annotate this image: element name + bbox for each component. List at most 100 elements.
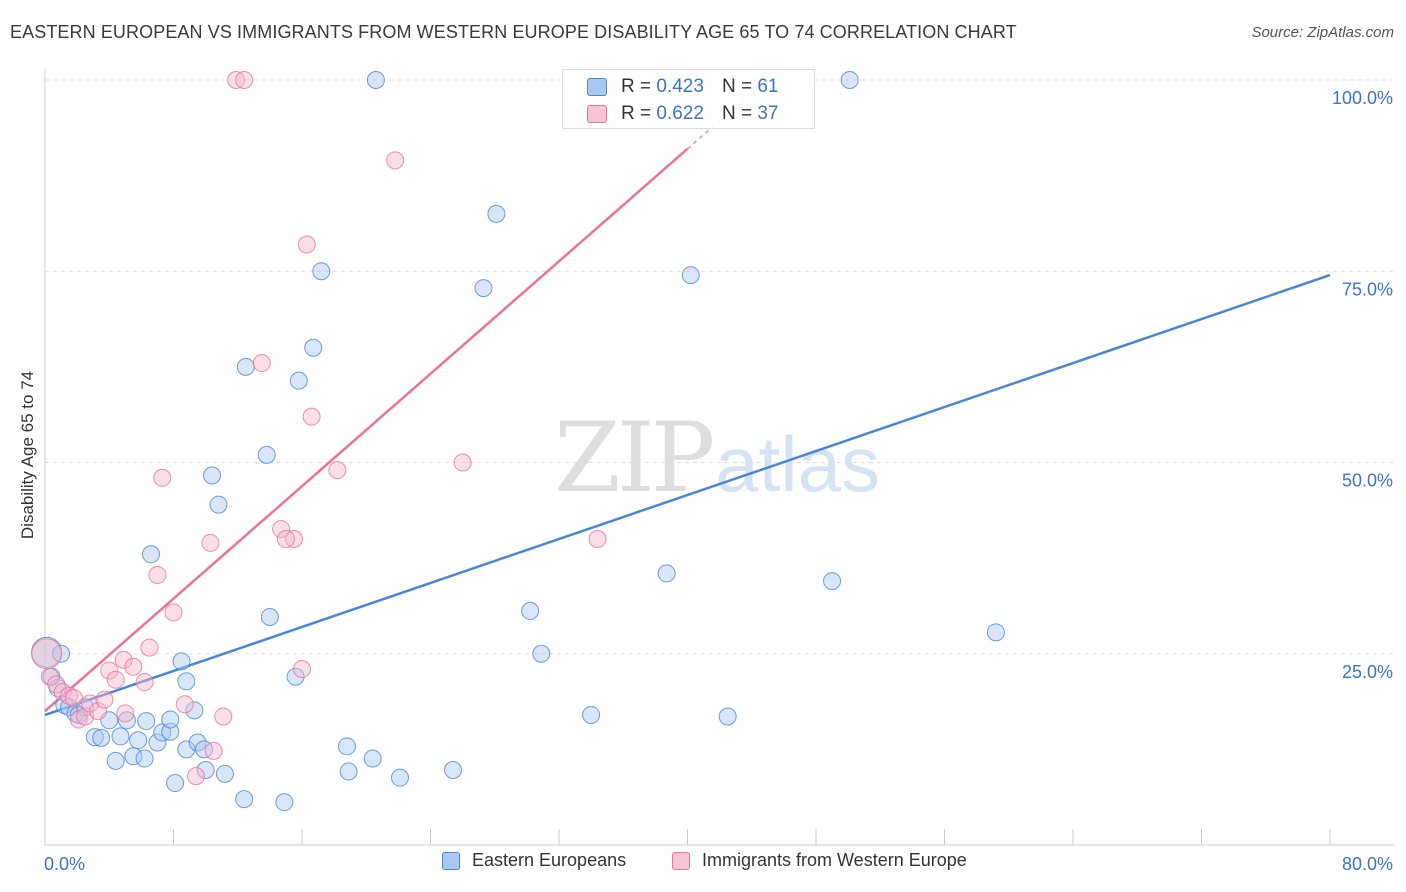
stats-n-value: 61 [757,76,779,97]
point-western-europe [31,638,63,670]
trend-lines [44,79,1331,717]
point-eastern-europeans [275,793,294,812]
tick-labels: 25.0% 50.0% 75.0% 100.0% 0.0% 80.0% [44,88,1393,874]
point-western-europe [140,638,159,657]
stats-legend: R = 0.423 N = 61 R = 0.622 N = 37 [562,69,815,129]
point-western-europe [302,407,321,426]
point-western-europe [40,667,59,686]
point-eastern-europeans [185,701,204,720]
point-eastern-europeans [117,711,136,730]
point-western-europe [588,530,607,548]
point-western-europe [328,461,347,480]
stats-row-western-europe: R = 0.622 N = 37 [587,101,779,127]
legend-label: Immigrants from Western Europe [702,850,967,870]
source-credit: Source: ZipAtlas.com [1251,24,1394,41]
y-tick-label: 100.0% [1332,88,1393,108]
point-eastern-europeans [487,204,506,223]
x-tick-label-max: 80.0% [1342,854,1393,874]
x-tick-label-min: 0.0% [44,854,85,874]
legend-swatch-pink [672,851,690,870]
point-western-europe [47,675,66,694]
point-eastern-europeans [257,445,276,464]
stats-n-label: N = [721,103,753,124]
point-eastern-europeans [718,707,737,726]
stats-r-value: 0.423 [656,76,704,97]
stats-r-label: R = [621,76,652,97]
point-eastern-europeans [443,761,462,780]
point-western-europe [453,453,472,472]
point-western-europe [116,704,135,723]
trendline-western-europe [44,147,689,713]
stats-row-eastern-europeans: R = 0.423 N = 61 [587,74,779,100]
legend-label: Eastern Europeans [472,850,627,870]
point-western-europe [60,686,79,705]
point-western-europe [153,468,172,487]
point-eastern-europeans [286,667,305,686]
point-western-europe [272,520,291,539]
point-western-europe [293,660,311,679]
point-eastern-europeans [390,768,409,787]
point-eastern-europeans [209,495,228,514]
point-eastern-europeans [92,728,111,747]
point-western-europe [201,533,220,552]
point-eastern-europeans [177,672,196,691]
trendline-eastern-europeans [44,273,1331,717]
point-western-europe [95,690,114,709]
point-eastern-europeans [366,71,385,89]
point-eastern-europeans [69,705,88,724]
point-western-europe [64,689,83,708]
y-axis-label: Disability Age 65 to 74 [18,370,37,540]
watermark-atlas: atlas [715,420,880,508]
point-eastern-europeans [161,722,180,741]
point-eastern-europeans [582,705,601,724]
point-western-europe [100,661,119,680]
stats-n-label: N = [721,76,753,97]
point-eastern-europeans [235,790,254,809]
point-eastern-europeans [304,338,323,357]
point-eastern-europeans [532,644,551,663]
point-western-europe [214,707,233,726]
point-eastern-europeans [161,710,180,729]
point-eastern-europeans [85,728,104,747]
point-eastern-europeans [188,733,207,752]
point-western-europe [164,603,183,622]
point-eastern-europeans [474,279,493,298]
trendline-western-europe-extension [686,79,767,150]
y-tick-label: 25.0% [1342,662,1393,682]
y-tick-label: 75.0% [1342,279,1393,299]
point-eastern-europeans [135,749,154,768]
point-eastern-europeans [195,740,214,759]
point-eastern-europeans [215,764,234,783]
point-western-europe [297,235,316,254]
series-legend: Eastern Europeans Immigrants from Wester… [0,850,1406,880]
legend-swatch-blue [442,851,460,870]
stats-n-value: 37 [757,103,779,124]
point-eastern-europeans [657,564,676,583]
point-eastern-europeans [260,608,279,627]
point-eastern-europeans [172,652,191,671]
point-eastern-europeans [129,731,148,750]
point-eastern-europeans [986,623,1005,642]
point-western-europe [186,767,205,786]
point-western-europe [175,695,194,714]
stats-r-label: R = [621,103,652,124]
point-western-europe [89,702,108,721]
point-western-europe [386,151,405,170]
point-western-europe [106,670,125,689]
point-eastern-europeans [337,737,356,756]
legend-item-eastern-europeans[interactable]: Eastern Europeans [442,850,626,871]
point-eastern-europeans [137,712,156,731]
point-eastern-europeans [521,601,540,620]
point-western-europe [276,530,295,548]
point-eastern-europeans [236,357,255,376]
legend-item-western-europe[interactable]: Immigrants from Western Europe [672,850,967,871]
chart-title: EASTERN EUROPEAN VS IMMIGRANTS FROM WEST… [10,22,1017,42]
point-eastern-europeans [148,733,167,752]
point-western-europe [235,71,254,89]
point-eastern-europeans [339,762,358,781]
stats-r-value: 0.622 [656,103,704,124]
point-eastern-europeans [106,751,125,770]
point-western-europe [148,565,167,584]
y-tick-label: 50.0% [1342,471,1393,491]
